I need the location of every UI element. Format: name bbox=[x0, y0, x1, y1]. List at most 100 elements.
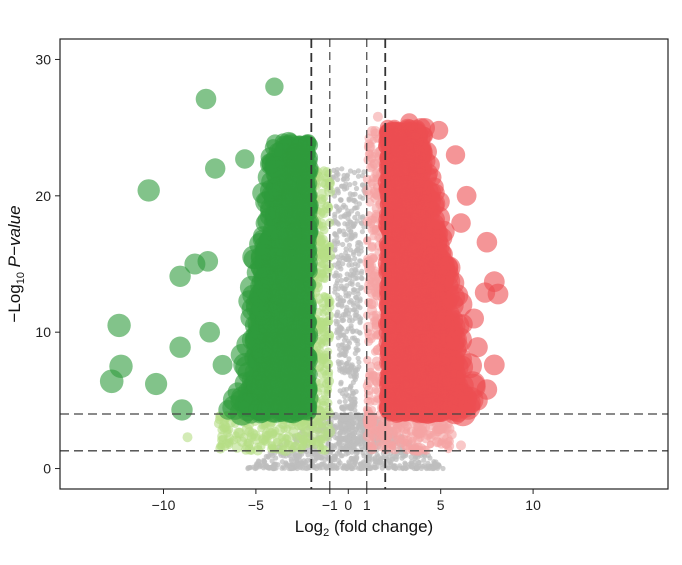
data-point-not-significant bbox=[352, 233, 358, 239]
data-point-down-weak bbox=[316, 240, 326, 251]
data-point-down-weak bbox=[281, 438, 291, 448]
data-point-not-significant bbox=[355, 173, 362, 179]
data-point-not-significant bbox=[335, 296, 341, 302]
data-point-not-significant bbox=[333, 435, 339, 441]
data-point-not-significant bbox=[300, 461, 307, 467]
data-point-down-weak bbox=[322, 358, 334, 370]
data-point-not-significant bbox=[338, 214, 344, 220]
data-point-not-significant bbox=[345, 338, 351, 344]
data-point-not-significant bbox=[247, 465, 253, 471]
data-point-not-significant bbox=[341, 286, 347, 292]
data-point-not-significant bbox=[331, 273, 337, 279]
data-point-not-significant bbox=[347, 314, 353, 320]
data-point-not-significant bbox=[348, 411, 354, 417]
data-point-not-significant bbox=[351, 437, 357, 443]
data-point-down-strong bbox=[279, 280, 299, 300]
data-point-not-significant bbox=[408, 454, 414, 460]
data-point-not-significant bbox=[343, 276, 349, 282]
data-point-not-significant bbox=[343, 231, 349, 237]
data-point-not-significant bbox=[338, 266, 344, 272]
data-point-down-strong bbox=[299, 212, 313, 226]
data-point-down-weak bbox=[321, 292, 331, 302]
data-point-not-significant bbox=[421, 457, 427, 463]
data-point-not-significant bbox=[343, 211, 349, 217]
data-point-down-strong bbox=[264, 376, 285, 398]
data-point-not-significant bbox=[337, 399, 343, 405]
data-point-down-strong bbox=[280, 362, 300, 381]
data-point-not-significant bbox=[318, 461, 324, 468]
data-point-up-weak bbox=[370, 149, 380, 159]
data-point-not-significant bbox=[336, 361, 342, 367]
data-point-down-strong bbox=[268, 254, 286, 272]
data-point-down-strong bbox=[301, 222, 319, 241]
data-point-not-significant bbox=[386, 460, 392, 466]
data-point-not-significant bbox=[328, 463, 334, 469]
data-point-not-significant bbox=[355, 211, 361, 217]
data-point-not-significant bbox=[325, 441, 331, 447]
data-point-not-significant bbox=[341, 298, 347, 304]
data-point-not-significant bbox=[346, 460, 352, 466]
data-point-not-significant bbox=[333, 232, 339, 238]
data-point-down-strong bbox=[278, 131, 299, 152]
data-point-not-significant bbox=[348, 384, 354, 390]
data-point-not-significant bbox=[348, 298, 354, 304]
data-point-not-significant bbox=[367, 465, 373, 472]
data-point-down-weak bbox=[231, 442, 243, 453]
data-point-not-significant bbox=[340, 261, 346, 267]
data-point-not-significant bbox=[386, 454, 392, 460]
data-point-up-weak bbox=[420, 445, 429, 455]
data-point-not-significant bbox=[373, 458, 379, 464]
data-point-down-strong bbox=[300, 199, 318, 217]
data-point-not-significant bbox=[354, 366, 361, 373]
data-point-up-weak bbox=[367, 375, 376, 383]
data-point-up-weak bbox=[362, 185, 373, 196]
data-point-not-significant bbox=[356, 314, 362, 320]
data-point-up-weak bbox=[402, 438, 410, 446]
data-point-not-significant bbox=[334, 204, 340, 210]
data-point-up-weak bbox=[431, 425, 441, 435]
data-point-not-significant bbox=[355, 240, 361, 246]
data-point-down-weak bbox=[267, 444, 276, 454]
data-point-up-weak bbox=[369, 186, 378, 195]
data-point-up-weak bbox=[362, 430, 374, 442]
data-point-not-significant bbox=[346, 421, 352, 427]
data-point-down-strong bbox=[303, 384, 317, 398]
data-point-not-significant bbox=[288, 456, 294, 462]
data-point-not-significant bbox=[338, 381, 344, 387]
data-point-down-weak bbox=[319, 253, 330, 264]
data-point-down-weak bbox=[318, 398, 326, 406]
data-point-not-significant bbox=[391, 464, 397, 470]
data-point-not-significant bbox=[349, 425, 355, 431]
data-point-not-significant bbox=[334, 278, 341, 284]
data-point-not-significant bbox=[352, 396, 358, 402]
data-point-down-weak bbox=[323, 316, 334, 327]
data-point-not-significant bbox=[374, 464, 380, 470]
data-point-not-significant bbox=[266, 465, 272, 471]
data-point-not-significant bbox=[335, 286, 342, 292]
data-point-not-significant bbox=[355, 297, 361, 304]
data-point-down-weak bbox=[323, 388, 332, 397]
data-point-not-significant bbox=[350, 251, 357, 257]
data-point-not-significant bbox=[265, 454, 271, 460]
data-point-not-significant bbox=[337, 229, 343, 235]
data-point-not-significant bbox=[343, 391, 349, 397]
data-point-not-significant bbox=[402, 461, 409, 467]
data-point-up-weak bbox=[363, 355, 372, 365]
data-point-up-weak bbox=[413, 422, 422, 431]
data-point-not-significant bbox=[331, 462, 338, 469]
data-point-down-weak bbox=[316, 364, 324, 372]
data-point-not-significant bbox=[281, 465, 287, 471]
data-point-not-significant bbox=[366, 456, 372, 462]
data-point-down-strong bbox=[254, 272, 274, 292]
data-point-down-weak bbox=[323, 330, 335, 342]
data-point-up-weak bbox=[366, 305, 377, 316]
data-point-down-weak bbox=[272, 432, 284, 445]
data-point-not-significant bbox=[408, 463, 414, 469]
data-point-down-weak bbox=[321, 201, 334, 214]
data-point-down-strong bbox=[298, 266, 313, 281]
data-point-not-significant bbox=[340, 241, 346, 248]
data-point-not-significant bbox=[342, 221, 348, 227]
data-point-not-significant bbox=[335, 171, 341, 177]
data-point-not-significant bbox=[346, 257, 352, 263]
data-point-not-significant bbox=[341, 183, 348, 190]
